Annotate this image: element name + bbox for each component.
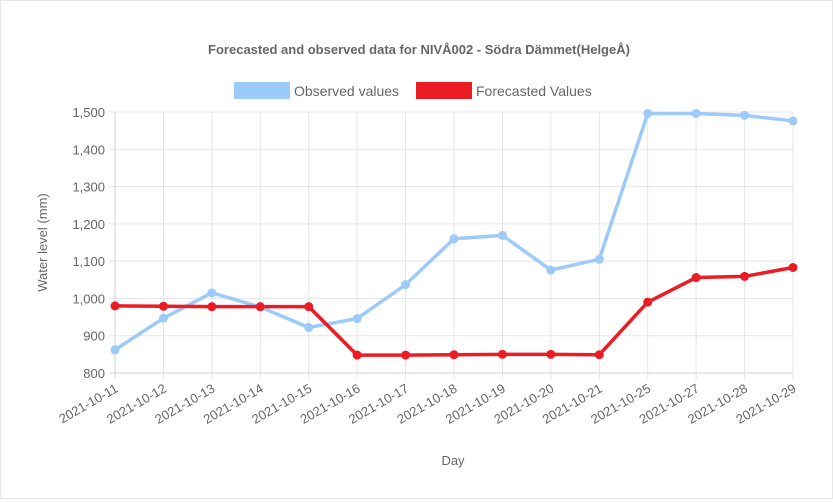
grid [109, 111, 794, 379]
data-point[interactable] [158, 313, 168, 323]
data-point[interactable] [691, 273, 701, 283]
data-point[interactable] [207, 302, 217, 312]
data-point[interactable] [207, 288, 217, 298]
legend-swatch-forecasted [416, 82, 472, 99]
legend-label-observed: Observed values [294, 83, 399, 99]
data-point[interactable] [158, 301, 168, 311]
data-point[interactable] [110, 301, 120, 311]
y-axis-label: Water level (mm) [35, 193, 50, 291]
data-point[interactable] [740, 110, 750, 120]
y-tick-label: 1,300 [72, 180, 105, 195]
x-axis-ticks: 2021-10-112021-10-122021-10-132021-10-14… [56, 381, 798, 427]
series-points[interactable] [110, 108, 798, 360]
data-point[interactable] [304, 302, 314, 312]
data-point[interactable] [110, 345, 120, 355]
data-point[interactable] [643, 297, 653, 307]
legend-label-forecasted: Forecasted Values [476, 83, 592, 99]
y-axis-ticks: 800 900 1,000 1,100 1,200 1,300 1,400 1,500 [72, 105, 105, 381]
legend-item-forecasted[interactable]: Forecasted Values [416, 82, 592, 99]
legend[interactable]: Observed values Forecasted Values [234, 82, 592, 99]
y-tick-label: 800 [83, 366, 105, 381]
legend-item-observed[interactable]: Observed values [234, 82, 399, 99]
data-point[interactable] [449, 350, 459, 360]
y-tick-label: 1,400 [72, 142, 105, 157]
data-point[interactable] [401, 280, 411, 290]
y-tick-label: 1,500 [72, 105, 105, 120]
data-point[interactable] [255, 302, 265, 312]
y-tick-label: 900 [83, 329, 105, 344]
data-point[interactable] [401, 350, 411, 360]
data-point[interactable] [594, 254, 604, 264]
data-point[interactable] [497, 230, 507, 240]
data-point[interactable] [788, 116, 798, 126]
data-point[interactable] [546, 265, 556, 275]
data-point[interactable] [740, 271, 750, 281]
chart-title: Forecasted and observed data for NIVÅ002… [208, 42, 630, 57]
x-axis-label: Day [441, 453, 465, 468]
data-point[interactable] [546, 349, 556, 359]
y-tick-label: 1,100 [72, 254, 105, 269]
data-point[interactable] [352, 314, 362, 324]
data-point[interactable] [449, 234, 459, 244]
data-point[interactable] [788, 262, 798, 272]
data-point[interactable] [594, 350, 604, 360]
data-point[interactable] [352, 350, 362, 360]
data-point[interactable] [304, 323, 314, 333]
legend-swatch-observed [234, 82, 290, 99]
y-tick-label: 1,000 [72, 291, 105, 306]
y-tick-label: 1,200 [72, 217, 105, 232]
data-point[interactable] [691, 108, 701, 118]
data-point[interactable] [497, 349, 507, 359]
data-point[interactable] [643, 108, 653, 118]
